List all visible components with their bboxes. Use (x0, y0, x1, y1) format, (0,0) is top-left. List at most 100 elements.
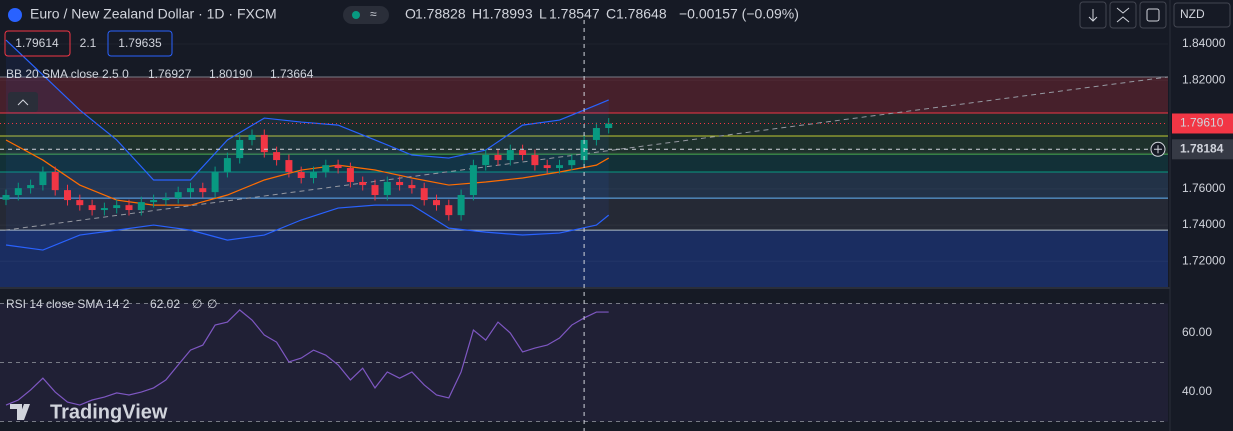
bid-box[interactable] (4, 30, 71, 57)
crosshair-label: 1.78184 (1180, 141, 1224, 155)
y-tick-label: 1.84000 (1182, 36, 1226, 50)
candle-body (187, 188, 194, 193)
status-icon: ≈ (370, 7, 377, 21)
candle-body (174, 192, 182, 199)
plot-area (0, 39, 1169, 423)
candle-body (260, 134, 268, 153)
candle-body (457, 195, 465, 216)
last-price-label: 1.79610 (1180, 116, 1224, 130)
crosshair-box (1172, 139, 1233, 160)
rsi-value: 62.02 (150, 297, 180, 311)
ohlc-value: 1.78993 (482, 6, 533, 22)
candle-body (568, 160, 576, 166)
bb-line (5, 204, 610, 251)
candle-body (396, 181, 404, 186)
ohlc-label: L (539, 6, 547, 22)
rsi-tick-label: 60.00 (1182, 325, 1212, 339)
candle-body (556, 165, 563, 169)
candle-body (494, 154, 502, 161)
rsi-value: ∅ (192, 297, 202, 311)
rsi-tick-label: 40.00 (1182, 384, 1212, 398)
status-pill (343, 6, 389, 24)
candle-body (236, 139, 244, 159)
candle-body (162, 198, 170, 201)
rsi-legend: RSI 14 close SMA 14 2 (6, 297, 130, 311)
candle-body (310, 172, 317, 178)
bid: 1.79614 (15, 36, 59, 50)
candle-body (322, 165, 330, 173)
y-tick-label: 1.72000 (1182, 253, 1226, 267)
candle-body (14, 188, 22, 196)
candle-body (51, 172, 59, 191)
candle-body (137, 202, 145, 211)
candle-body (433, 200, 440, 206)
candle-body (420, 188, 428, 201)
y-tick-label: 1.82000 (1182, 72, 1226, 86)
candle-body (27, 185, 35, 189)
candle-body (346, 168, 354, 182)
rsi-value: ∅ (207, 297, 217, 311)
bb-value: 1.73664 (270, 67, 314, 81)
ohlc-value: 1.78828 (415, 6, 466, 22)
candle-body (297, 172, 305, 178)
scroll-button[interactable] (1079, 1, 1107, 29)
bb-line (5, 139, 609, 206)
add-alert-icon (1154, 145, 1162, 154)
collapse-button[interactable] (8, 92, 38, 112)
candle-body (88, 205, 96, 211)
candle-body (605, 123, 613, 129)
spread: 2.1 (80, 36, 97, 50)
candle-body (150, 200, 158, 203)
candle-body (531, 154, 539, 166)
candle-body (199, 188, 207, 193)
bb-line (5, 39, 609, 181)
currency: NZD (1180, 7, 1205, 21)
candle-body (211, 172, 219, 193)
candle-body (64, 190, 71, 201)
candle-body (519, 150, 527, 155)
bb-value: 1.80190 (209, 67, 253, 81)
candle-body (359, 181, 367, 186)
collapse-icon (17, 99, 29, 106)
candle-body (2, 195, 10, 200)
currency-button[interactable] (1173, 2, 1231, 28)
candle-body (113, 205, 121, 209)
ohlc-value: 1.78547 (549, 6, 600, 22)
last-price-box (1172, 113, 1233, 134)
candle-body (592, 128, 600, 140)
candle-body (248, 134, 256, 140)
zone (0, 172, 1168, 199)
candle-body (39, 172, 47, 186)
candle-body (408, 185, 416, 189)
ohlc-label: H (472, 6, 482, 22)
toolbar: NZD (1079, 1, 1231, 29)
candle-body (76, 200, 84, 206)
candle-body (285, 160, 293, 173)
candle-body (273, 152, 281, 161)
candle-body (125, 205, 133, 211)
down-icon (1088, 9, 1098, 22)
brand-logo (10, 404, 30, 420)
symbol-icon (8, 8, 22, 22)
ohlc-label: O (405, 6, 416, 22)
fullscreen-button[interactable] (1139, 1, 1167, 29)
candle-body (383, 181, 391, 196)
candle-body (506, 150, 514, 161)
bb-value: 1.76927 (148, 67, 192, 81)
ask: 1.79635 (118, 36, 162, 50)
ask-box[interactable] (107, 30, 173, 57)
ohlc-label: C (606, 6, 616, 22)
brand: TradingView (50, 401, 168, 423)
candle-body (482, 154, 490, 166)
symbol-title: Euro / New Zealand Dollar · 1D · FXCM (30, 6, 277, 22)
candle-body (469, 165, 477, 196)
collapse-all-button[interactable] (1109, 1, 1137, 29)
candle-body (334, 165, 342, 169)
y-tick-label: 1.74000 (1182, 217, 1226, 231)
candle-body (543, 165, 551, 169)
bb-legend: BB 20 SMA close 2.5 0 (6, 67, 129, 81)
candle-body (445, 205, 453, 216)
